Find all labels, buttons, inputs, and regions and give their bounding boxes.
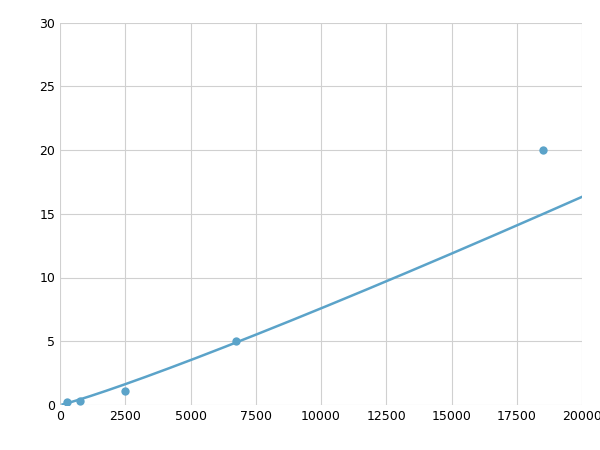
Point xyxy=(62,399,71,406)
Point xyxy=(121,387,130,395)
Point xyxy=(232,338,241,345)
Point xyxy=(75,398,85,405)
Point xyxy=(538,146,548,153)
